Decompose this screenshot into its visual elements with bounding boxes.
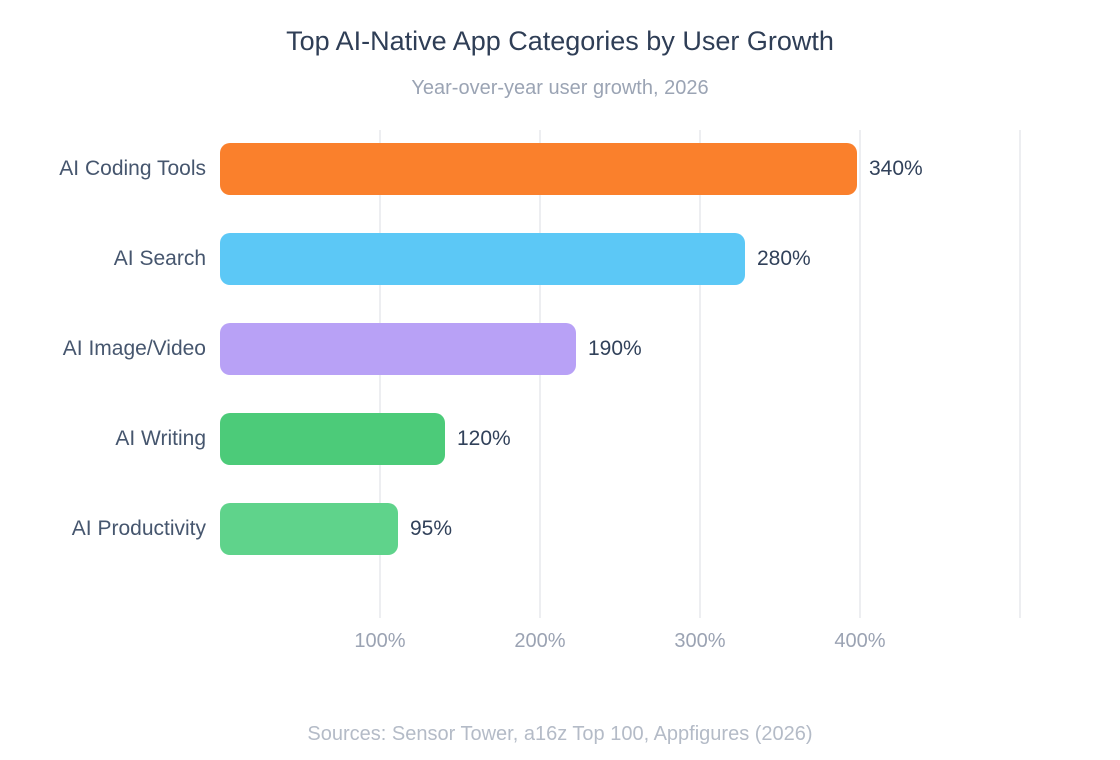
category-label: AI Writing [115, 427, 206, 450]
x-tick-label: 300% [674, 630, 726, 652]
value-label: 280% [757, 247, 811, 270]
bar [220, 233, 745, 285]
category-label: AI Productivity [71, 517, 206, 540]
bar [220, 323, 576, 375]
bar [220, 143, 857, 195]
gridline [699, 130, 701, 618]
x-tick-label: 200% [514, 630, 566, 652]
value-label: 95% [410, 517, 453, 540]
category-label: AI Image/Video [62, 337, 206, 360]
category-label: AI Search [113, 247, 206, 270]
gridline [859, 130, 861, 618]
chart-title: Top AI-Native App Categories by User Gro… [286, 26, 834, 56]
source-note: Sources: Sensor Tower, a16z Top 100, App… [307, 723, 813, 745]
category-label: AI Coding Tools [59, 157, 206, 180]
value-label: 120% [457, 427, 511, 450]
gridline [1019, 130, 1021, 618]
value-label: 190% [588, 337, 642, 360]
x-tick-label: 400% [834, 630, 886, 652]
value-label: 340% [869, 157, 923, 180]
x-tick-label: 100% [354, 630, 406, 652]
chart-subtitle: Year-over-year user growth, 2026 [411, 77, 709, 99]
bar [220, 503, 398, 555]
bar [220, 413, 445, 465]
